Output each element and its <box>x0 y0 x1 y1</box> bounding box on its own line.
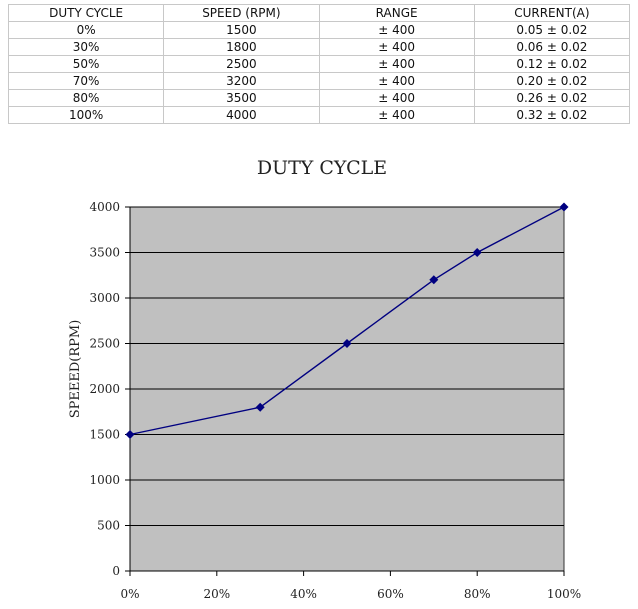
col-header-range: RANGE <box>318 4 475 22</box>
cell-speed: 3200 <box>163 72 320 90</box>
cell-range: ± 400 <box>318 38 475 56</box>
data-point-marker <box>559 202 569 212</box>
spec-table: DUTY CYCLE SPEED (RPM) RANGE CURRENT(A) … <box>7 4 631 124</box>
table-row: 30% 1800 ± 400 0.06 ± 0.02 <box>7 38 631 56</box>
cell-current: 0.26 ± 0.02 <box>473 89 631 107</box>
cell-speed: 1500 <box>163 21 320 39</box>
cell-current: 0.20 ± 0.02 <box>473 72 631 90</box>
y-tick-label: 2500 <box>89 337 120 351</box>
y-axis-label: SPEEED(RPM) <box>68 320 83 419</box>
x-tick-label: 40% <box>290 587 317 601</box>
data-markers <box>125 202 569 439</box>
cell-range: ± 400 <box>318 55 475 73</box>
cell-speed: 2500 <box>163 55 320 73</box>
duty-cycle-chart: DUTY CYCLE 0 500 1000 1500 2000 2500 3000 3500 4… <box>68 157 581 601</box>
cell-range: ± 400 <box>318 21 475 39</box>
y-tick-label: 1500 <box>89 428 120 442</box>
table-row: 70% 3200 ± 400 0.20 ± 0.02 <box>7 72 631 90</box>
cell-speed: 4000 <box>163 106 320 124</box>
table-row: 100% 4000 ± 400 0.32 ± 0.02 <box>7 106 631 124</box>
cell-current: 0.06 ± 0.02 <box>473 38 631 56</box>
y-tick-label: 2000 <box>89 382 120 396</box>
cell-current: 0.32 ± 0.02 <box>473 106 631 124</box>
data-point-marker <box>125 430 135 439</box>
cell-range: ± 400 <box>318 72 475 90</box>
data-point-marker <box>472 248 482 257</box>
x-tick-label: 20% <box>203 587 230 601</box>
cell-range: ± 400 <box>318 106 475 124</box>
data-point-marker <box>342 339 352 348</box>
y-tick-label: 3000 <box>89 291 120 305</box>
col-header-current: CURRENT(A) <box>473 4 631 22</box>
cell-duty-cycle: 0% <box>7 21 165 39</box>
table-row: 50% 2500 ± 400 0.12 ± 0.02 <box>7 55 631 73</box>
y-tick-label: 4000 <box>89 200 120 214</box>
chart-title: DUTY CYCLE <box>257 157 387 179</box>
col-header-duty-cycle: DUTY CYCLE <box>7 4 165 22</box>
y-tick-label: 3500 <box>89 246 120 260</box>
table-header-row: DUTY CYCLE SPEED (RPM) RANGE CURRENT(A) <box>7 4 631 22</box>
table-row: 80% 3500 ± 400 0.26 ± 0.02 <box>7 89 631 107</box>
cell-current: 0.05 ± 0.02 <box>473 21 631 39</box>
data-point-marker <box>429 275 439 285</box>
x-tick-label: 0% <box>120 587 139 601</box>
cell-speed: 1800 <box>163 38 320 56</box>
cell-duty-cycle: 100% <box>7 106 165 124</box>
table-row: 0% 1500 ± 400 0.05 ± 0.02 <box>7 21 631 39</box>
series-line <box>129 206 565 436</box>
cell-current: 0.12 ± 0.02 <box>473 55 631 73</box>
cell-duty-cycle: 30% <box>7 38 165 56</box>
col-header-speed: SPEED (RPM) <box>163 4 320 22</box>
cell-duty-cycle: 70% <box>7 72 165 90</box>
cell-duty-cycle: 50% <box>7 55 165 73</box>
y-tick-label: 500 <box>97 519 120 533</box>
y-tick-label: 1000 <box>89 473 120 487</box>
y-tick-label: 0 <box>112 564 120 578</box>
x-tick-label: 60% <box>377 587 404 601</box>
cell-speed: 3500 <box>163 89 320 107</box>
cell-duty-cycle: 80% <box>7 89 165 107</box>
cell-range: ± 400 <box>318 89 475 107</box>
data-point-marker <box>255 402 265 412</box>
x-tick-label: 80% <box>464 587 491 601</box>
tick-labels: 0 500 1000 1500 2000 2500 3000 3500 4000 0% 20% 40%… <box>89 200 581 601</box>
x-tick-label: 100% <box>547 587 581 601</box>
